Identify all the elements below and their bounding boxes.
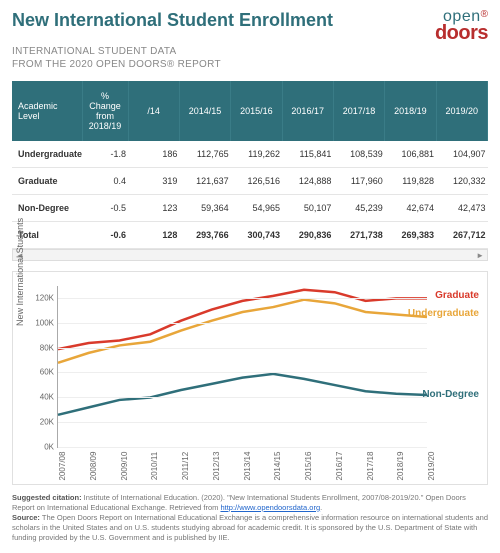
- series-label: Non-Degree: [422, 389, 479, 400]
- x-tick: 2016/17: [335, 451, 344, 480]
- x-tick: 2012/13: [212, 451, 221, 480]
- col-year: 2017/18: [333, 81, 384, 141]
- y-tick: 0K: [28, 442, 54, 451]
- scroll-right-icon[interactable]: ►: [473, 250, 487, 261]
- col-level: Academic Level: [12, 81, 82, 141]
- series-line: [58, 299, 427, 362]
- source-label: Source:: [12, 513, 40, 522]
- col-year: 2019/20: [436, 81, 487, 141]
- table-row: Undergraduate-1.8186112,765119,262115,84…: [12, 141, 488, 168]
- logo: open® doors: [435, 10, 488, 43]
- table-row: Total-0.6128293,766300,743290,836271,738…: [12, 221, 488, 248]
- y-tick: 80K: [28, 343, 54, 352]
- col-year: 2018/19: [385, 81, 436, 141]
- header: New International Student Enrollment ope…: [12, 10, 488, 43]
- x-tick: 2009/10: [120, 451, 129, 480]
- chart-card: New International Students 0K20K40K60K80…: [12, 271, 488, 485]
- x-tick: 2019/20: [427, 451, 436, 480]
- source-text: The Open Doors Report on International E…: [12, 513, 488, 542]
- logo-reg-mark: ®: [481, 9, 488, 20]
- subtitle: INTERNATIONAL STUDENT DATA FROM THE 2020…: [12, 45, 488, 71]
- x-tick: 2011/12: [181, 452, 190, 480]
- col-year: 2015/16: [231, 81, 282, 141]
- col-year: 2016/17: [282, 81, 333, 141]
- enrollment-table: Academic Level% Change from 2018/19/1420…: [12, 81, 488, 249]
- series-line: [58, 374, 427, 415]
- col-year: /14: [128, 81, 179, 141]
- subtitle-line1: INTERNATIONAL STUDENT DATA: [12, 46, 176, 57]
- x-tick: 2007/08: [58, 451, 67, 480]
- x-tick: 2018/19: [396, 451, 405, 480]
- series-label: Graduate: [435, 290, 479, 301]
- y-tick: 60K: [28, 368, 54, 377]
- y-tick: 120K: [28, 294, 54, 303]
- x-tick: 2008/09: [89, 451, 98, 480]
- logo-doors-text: doors: [435, 22, 488, 44]
- x-tick: 2017/18: [366, 451, 375, 480]
- source: Source: The Open Doors Report on Interna…: [12, 513, 488, 543]
- subtitle-line2: FROM THE 2020 OPEN DOORS® REPORT: [12, 59, 221, 70]
- citation-label: Suggested citation:: [12, 493, 82, 502]
- x-tick: 2015/16: [304, 451, 313, 480]
- citation: Suggested citation: Institute of Interna…: [12, 493, 488, 513]
- line-chart: New International Students 0K20K40K60K80…: [19, 280, 481, 480]
- col-change: % Change from 2018/19: [82, 81, 128, 141]
- page-title: New International Student Enrollment: [12, 10, 333, 31]
- table-row: Non-Degree-0.512359,36454,96550,10745,23…: [12, 194, 488, 221]
- citation-link[interactable]: http://www.opendoorsdata.org: [220, 503, 320, 512]
- y-tick: 20K: [28, 418, 54, 427]
- x-tick: 2010/11: [150, 452, 159, 480]
- footnotes: Suggested citation: Institute of Interna…: [12, 493, 488, 544]
- y-tick: 40K: [28, 393, 54, 402]
- col-year: 2014/15: [179, 81, 230, 141]
- y-axis-label: New International Students: [15, 218, 25, 326]
- series-label: Undergraduate: [408, 308, 479, 319]
- x-tick: 2013/14: [243, 451, 252, 480]
- y-tick: 100K: [28, 318, 54, 327]
- x-tick: 2014/15: [273, 451, 282, 480]
- table-scrollbar[interactable]: ◄ ►: [12, 249, 488, 261]
- table-row: Graduate0.4319121,637126,516124,888117,9…: [12, 167, 488, 194]
